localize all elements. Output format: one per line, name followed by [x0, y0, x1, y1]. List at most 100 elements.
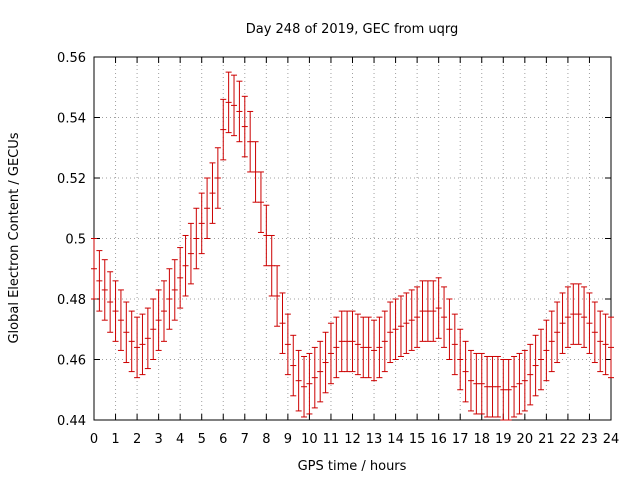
- y-tick-label: 0.44: [57, 414, 86, 429]
- x-tick-label: 23: [581, 432, 598, 447]
- error-bar-point: [581, 286, 588, 348]
- error-bar-point: [597, 310, 604, 373]
- error-bar-point: [166, 268, 173, 330]
- error-bar-point: [575, 283, 582, 345]
- x-tick-label: 18: [473, 432, 490, 447]
- x-tick-label: 22: [560, 432, 577, 447]
- error-bar-point: [473, 352, 480, 415]
- x-tick-label: 17: [452, 432, 469, 447]
- error-bar-point: [430, 280, 437, 342]
- error-bar-point: [247, 110, 254, 173]
- error-bar-point: [139, 313, 146, 376]
- x-tick-label: 10: [301, 432, 318, 447]
- x-tick-label: 24: [603, 432, 620, 447]
- y-tick-label: 0.56: [57, 51, 86, 66]
- x-tick-label: 7: [241, 432, 249, 447]
- error-bar-point: [263, 204, 270, 267]
- x-tick-label: 11: [323, 432, 340, 447]
- x-tick-label: 0: [90, 432, 98, 447]
- error-bar-point: [134, 316, 141, 379]
- error-bar-point: [554, 301, 561, 364]
- x-tick-label: 4: [176, 432, 184, 447]
- error-bar-point: [441, 286, 448, 348]
- error-bar-point: [117, 289, 124, 351]
- error-bar-point: [489, 355, 496, 418]
- error-bar-point: [527, 343, 534, 406]
- error-bar-point: [608, 316, 614, 379]
- error-bar-point: [279, 292, 286, 354]
- error-bar-point: [586, 292, 593, 354]
- error-bar-point: [408, 289, 415, 351]
- error-bar-point: [91, 238, 97, 300]
- error-bar-point: [193, 207, 200, 270]
- error-bar-point: [317, 340, 324, 403]
- x-tick-label: 20: [517, 432, 534, 447]
- error-bar-point: [112, 280, 119, 342]
- error-bar-point: [241, 95, 248, 158]
- error-bar-point: [543, 319, 550, 382]
- error-bar-point: [274, 265, 281, 327]
- x-tick-label: 16: [430, 432, 447, 447]
- error-bar-point: [236, 80, 243, 143]
- error-bar-point: [123, 301, 130, 364]
- error-bar-point: [435, 277, 442, 339]
- error-bar-point: [360, 316, 367, 379]
- error-bar-point: [177, 247, 184, 309]
- error-bar-point: [171, 259, 178, 321]
- error-bar-point: [128, 310, 135, 373]
- error-bar-point: [144, 307, 151, 370]
- x-tick-label: 3: [154, 432, 162, 447]
- error-bar-point: [311, 346, 318, 409]
- error-bar-point: [414, 286, 421, 348]
- error-bar-point: [564, 286, 571, 348]
- y-tick-label: 0.54: [57, 112, 86, 127]
- error-bar-point: [306, 352, 313, 415]
- error-bar-point: [500, 359, 507, 421]
- error-bar-point: [462, 340, 469, 403]
- error-bar-point: [295, 349, 302, 412]
- error-bar-point: [403, 292, 410, 354]
- y-axis-label: Global Electron Content / GECUs: [7, 132, 22, 343]
- x-tick-label: 2: [133, 432, 141, 447]
- error-bar-point: [602, 313, 609, 376]
- error-bar-point: [301, 355, 308, 418]
- error-bar-series: [91, 71, 614, 421]
- error-bar-point: [101, 259, 108, 321]
- x-tick-label: 21: [538, 432, 555, 447]
- error-bar-point: [96, 250, 103, 312]
- error-bar-point: [371, 319, 378, 382]
- error-bar-point: [290, 334, 297, 397]
- error-bar-point: [397, 295, 404, 357]
- error-bar-point: [570, 283, 577, 345]
- x-tick-label: 6: [219, 432, 227, 447]
- error-bar-point: [376, 316, 383, 379]
- error-bar-point: [220, 98, 227, 161]
- error-bar-point: [457, 328, 464, 391]
- error-bar-point: [478, 352, 485, 415]
- error-bar-point: [198, 192, 205, 255]
- error-bar-point: [505, 359, 512, 421]
- error-bar-point: [381, 310, 388, 373]
- error-bar-point: [516, 352, 523, 415]
- x-tick-label: 1: [111, 432, 119, 447]
- error-bar-point: [225, 71, 232, 134]
- error-bar-point: [511, 355, 518, 418]
- error-bar-point: [419, 280, 426, 342]
- error-bar-point: [344, 310, 351, 373]
- x-tick-label: 14: [387, 432, 404, 447]
- error-bar-point: [387, 301, 394, 364]
- x-tick-label: 12: [344, 432, 361, 447]
- axis-ticks: 0.440.460.480.50.520.540.560 1 2 3 4 5 6 7 8 9 10 1…: [57, 51, 619, 447]
- error-bar-point: [559, 292, 566, 354]
- chart-title: Day 248 of 2019, GEC from uqrg: [246, 22, 459, 37]
- error-bar-point: [209, 162, 216, 224]
- x-tick-label: 15: [409, 432, 426, 447]
- y-tick-label: 0.48: [57, 293, 86, 308]
- error-bar-point: [204, 177, 211, 239]
- error-bar-point: [214, 147, 221, 209]
- error-bar-point: [349, 310, 356, 373]
- y-tick-label: 0.52: [57, 172, 86, 187]
- error-bar-point: [537, 328, 544, 391]
- error-bar-point: [231, 74, 238, 137]
- x-tick-label: 8: [262, 432, 270, 447]
